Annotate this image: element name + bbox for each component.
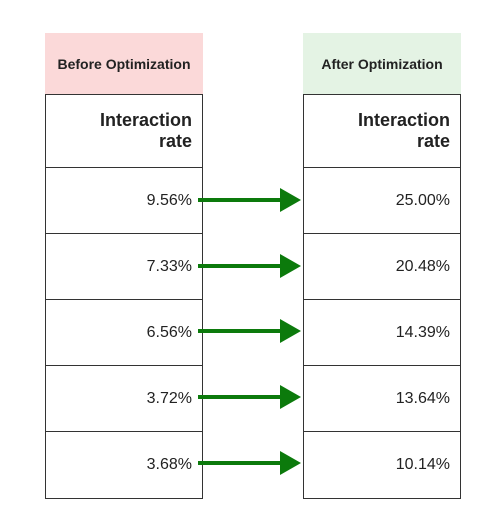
- before-value-4: 3.72%: [46, 366, 202, 432]
- after-value-3: 14.39%: [304, 300, 460, 366]
- before-metric-label: Interaction rate: [46, 95, 202, 168]
- before-value-1: 9.56%: [46, 168, 202, 234]
- after-value-1: 25.00%: [304, 168, 460, 234]
- arrow-right-icon: [198, 319, 301, 343]
- arrow-right-icon: [198, 451, 301, 475]
- arrow-right-icon: [198, 188, 301, 212]
- before-value-3: 6.56%: [46, 300, 202, 366]
- before-value-5: 3.68%: [146, 456, 192, 473]
- arrow-right-icon: [198, 254, 301, 278]
- after-header: After Optimization: [303, 33, 461, 94]
- before-table: Interaction rate 9.56% 7.33% 6.56% 3.72%…: [45, 94, 203, 499]
- after-metric-label: Interaction rate: [304, 95, 460, 168]
- after-value-4: 13.64%: [304, 366, 460, 432]
- arrow-right-icon: [198, 385, 301, 409]
- after-value-2: 20.48%: [304, 234, 460, 300]
- after-value-5: 10.14%: [395, 456, 450, 473]
- before-column: Before Optimization Interaction rate 9.5…: [45, 33, 203, 499]
- before-header: Before Optimization: [45, 33, 203, 94]
- after-column: After Optimization Interaction rate 25.0…: [303, 33, 461, 499]
- after-table: Interaction rate 25.00% 20.48% 14.39% 13…: [303, 94, 461, 499]
- before-value-2: 7.33%: [46, 234, 202, 300]
